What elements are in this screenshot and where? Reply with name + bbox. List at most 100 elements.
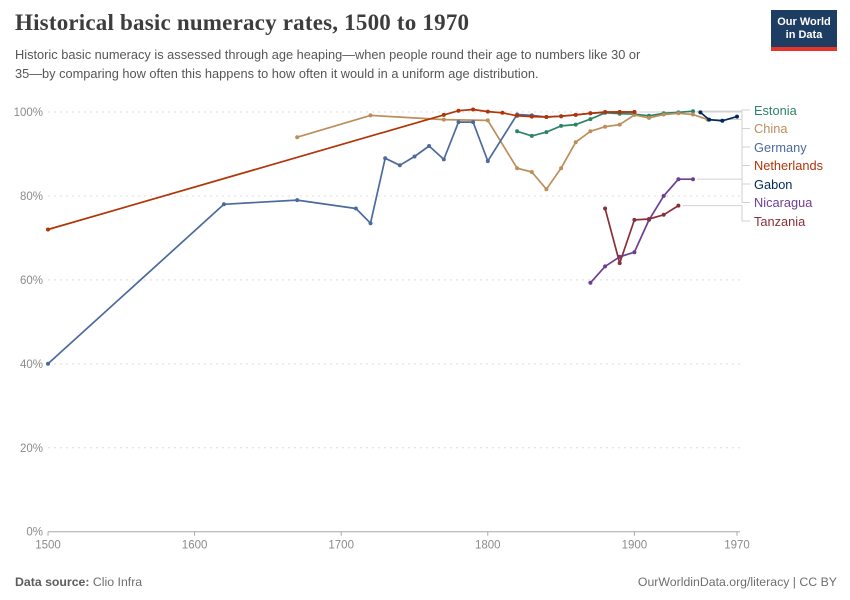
legend-item-netherlands[interactable]: Netherlands <box>754 158 824 173</box>
data-point-netherlands <box>617 110 622 114</box>
data-point-netherlands <box>544 115 549 119</box>
data-point-nicaragua <box>603 264 608 269</box>
data-point-estonia <box>544 130 549 135</box>
data-point-estonia <box>529 133 534 138</box>
series-line-china <box>296 112 709 191</box>
data-point-nicaragua <box>588 280 593 285</box>
x-tick-label: 1700 <box>328 540 354 552</box>
data-point-netherlands <box>632 110 637 114</box>
data-point-germany <box>368 221 373 226</box>
legend-item-nicaragua[interactable]: Nicaragua <box>754 195 813 210</box>
data-point-netherlands <box>485 109 490 114</box>
data-point-gabon <box>698 110 703 115</box>
data-point-germany <box>485 159 490 164</box>
y-tick-label: 80% <box>20 191 43 203</box>
owid-logo[interactable]: Our World in Data <box>771 10 837 51</box>
data-point-china <box>661 112 666 117</box>
legend-item-estonia[interactable]: Estonia <box>754 102 797 118</box>
data-point-germany <box>353 206 358 211</box>
y-tick-label: 0% <box>26 527 43 539</box>
data-point-nicaragua <box>632 250 637 255</box>
data-point-germany <box>471 120 476 125</box>
legend-connector <box>682 205 750 222</box>
data-source: Data source: Clio Infra <box>15 575 142 589</box>
data-point-china <box>295 135 300 140</box>
chart-subtitle: Historic basic numeracy is assessed thro… <box>15 45 755 83</box>
subtitle-line-2: 35—by comparing how often this happens t… <box>15 66 539 82</box>
data-point-china <box>559 166 564 171</box>
data-point-china <box>617 122 622 127</box>
data-point-china <box>676 111 681 116</box>
data-point-china <box>647 115 651 120</box>
data-source-value: Clio Infra <box>92 575 143 589</box>
series-line-tanzania <box>604 204 680 264</box>
x-tick-label: 1800 <box>475 540 501 552</box>
data-point-china <box>544 187 549 192</box>
subtitle-line-1: Historic basic numeracy is assessed thro… <box>15 47 641 62</box>
legend-connector <box>697 178 750 203</box>
y-tick-label: 20% <box>20 443 43 455</box>
data-point-estonia <box>573 122 578 127</box>
owid-logo-line1: Our World <box>777 16 831 28</box>
data-point-germany <box>441 157 446 162</box>
data-point-china <box>632 112 637 117</box>
data-point-netherlands <box>471 107 476 112</box>
data-point-china <box>441 117 446 122</box>
data-point-china <box>691 112 695 117</box>
data-point-china <box>573 140 578 145</box>
data-source-label: Data source: <box>15 575 90 589</box>
x-tick-label: 1500 <box>35 540 61 552</box>
chart-footer: Data source: Clio Infra OurWorldinData.o… <box>15 575 837 589</box>
legend-item-germany[interactable]: Germany <box>754 139 807 155</box>
legend-connector <box>697 109 750 112</box>
data-point-tanzania <box>647 217 651 221</box>
data-point-germany <box>221 202 226 207</box>
data-point-tanzania <box>617 261 622 266</box>
legend-item-china[interactable]: China <box>754 121 788 136</box>
data-point-estonia <box>515 129 520 134</box>
data-point-gabon <box>735 114 739 119</box>
data-point-netherlands <box>500 110 505 115</box>
legend-item-gabon[interactable]: Gabon <box>754 176 793 192</box>
y-tick-label: 100% <box>14 107 43 119</box>
attribution-link[interactable]: OurWorldinData.org/literacy | CC BY <box>637 575 837 589</box>
data-point-germany <box>456 120 461 125</box>
data-point-china <box>588 129 593 134</box>
data-point-nicaragua <box>661 193 666 198</box>
data-point-china <box>529 170 534 174</box>
data-point-nicaragua <box>691 177 695 182</box>
data-point-nicaragua <box>676 177 681 182</box>
data-point-netherlands <box>573 112 578 117</box>
page-title: Historical basic numeracy rates, 1500 to… <box>15 10 470 35</box>
data-point-netherlands <box>603 110 608 114</box>
legend-connector <box>741 116 750 185</box>
data-point-netherlands <box>515 113 520 118</box>
legend-item-tanzania[interactable]: Tanzania <box>754 213 806 229</box>
x-tick-label: 1900 <box>622 540 648 552</box>
data-point-netherlands <box>46 227 50 232</box>
data-point-gabon <box>707 117 712 122</box>
data-point-germany <box>427 144 432 148</box>
data-point-estonia <box>559 123 564 128</box>
owid-logo-line2: in Data <box>785 29 823 41</box>
data-point-germany <box>295 198 300 203</box>
data-point-netherlands <box>588 111 593 116</box>
data-point-germany <box>397 163 402 168</box>
data-point-china <box>368 113 373 118</box>
series-line-germany <box>47 111 636 365</box>
y-tick-label: 60% <box>20 275 43 287</box>
chart-header: Historical basic numeracy rates, 1500 to… <box>15 10 755 83</box>
x-tick-label: 1970 <box>724 540 750 552</box>
data-point-gabon <box>720 118 725 123</box>
data-point-china <box>515 166 520 171</box>
data-point-germany <box>412 154 417 159</box>
data-point-tanzania <box>632 217 637 222</box>
series-line-netherlands <box>47 108 636 231</box>
data-point-estonia <box>691 109 695 114</box>
data-point-germany <box>46 361 50 366</box>
data-point-netherlands <box>441 112 446 117</box>
data-point-tanzania <box>603 206 608 211</box>
data-point-netherlands <box>559 114 564 119</box>
data-point-netherlands <box>529 114 534 119</box>
